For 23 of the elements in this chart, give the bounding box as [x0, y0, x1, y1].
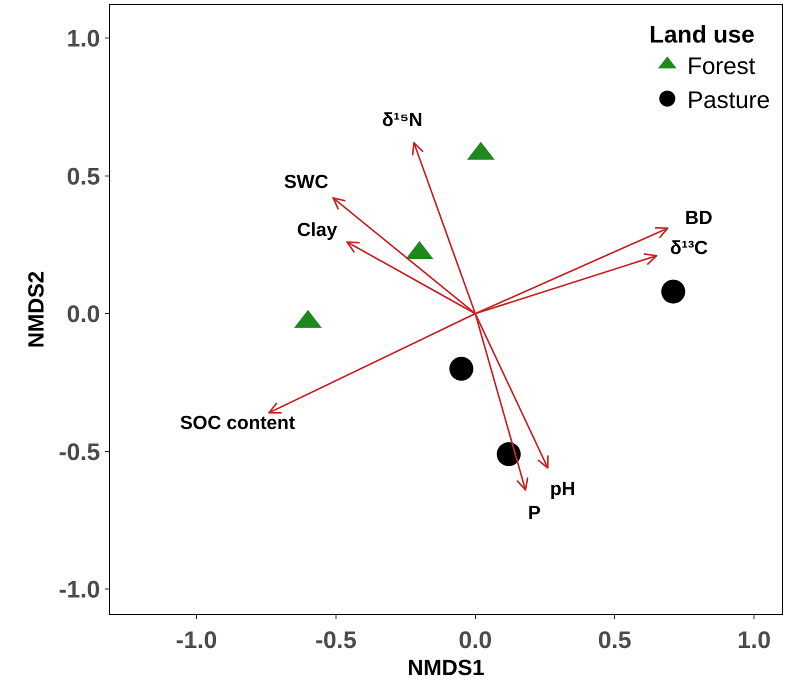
annotation: P [528, 503, 541, 524]
annotation: BD [685, 208, 712, 229]
x-axis-title: NMDS1 [407, 654, 485, 680]
y-tick-label: 0.0 [66, 301, 100, 328]
x-tick-label: -0.5 [315, 626, 357, 654]
legend-label: Pasture [687, 86, 770, 114]
y-tick-label: -1.0 [58, 576, 100, 604]
annotation: SOC content [180, 413, 296, 434]
x-tick-label: 0.5 [598, 626, 632, 654]
x-tick-label: -1.0 [176, 626, 218, 654]
y-tick-label: 0.5 [66, 163, 100, 190]
legend-title: Land use [649, 21, 755, 48]
annotation: δ¹³C [670, 238, 708, 259]
annotation: pH [550, 479, 576, 500]
annotation: SWC [284, 172, 329, 193]
y-axis-title: NMDS2 [24, 270, 49, 348]
annotation: Clay [297, 220, 338, 241]
annotation: δ¹⁵N [382, 110, 422, 131]
y-tick-label: 1.0 [66, 25, 100, 52]
y-tick-label: -0.5 [58, 438, 100, 466]
legend-label: Forest [687, 52, 756, 80]
x-tick-label: 1.0 [737, 626, 771, 654]
x-tick-label: 0.0 [458, 626, 492, 654]
